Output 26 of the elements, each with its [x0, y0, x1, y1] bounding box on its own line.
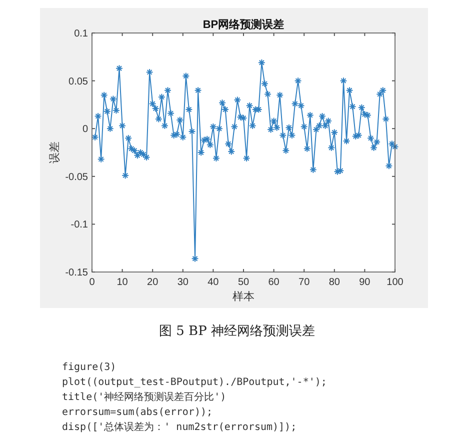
- y-tick-label: 0: [82, 124, 88, 136]
- x-tick-label: 80: [328, 277, 340, 288]
- y-axis-title: 误差: [49, 142, 61, 164]
- x-tick-label: 20: [147, 277, 159, 288]
- chart-title: BP网络预测误差: [202, 18, 284, 31]
- y-tick-label: -0.15: [65, 268, 88, 278]
- caption: 图 5 BP 神经网络预测误差: [159, 324, 315, 339]
- text: title('神经网络预测误差百分比'): [62, 391, 226, 403]
- text: figure(3): [62, 362, 116, 373]
- text: plot((output_test-BPoutput)./BPoutput,'-*');: [62, 377, 327, 388]
- x-tick-label: 40: [208, 277, 220, 288]
- x-tick-label: 10: [116, 277, 128, 288]
- x-tick-label: 70: [298, 277, 310, 288]
- x-axis-title: 样本: [232, 290, 254, 303]
- y-tick-label: -0.05: [65, 172, 88, 183]
- x-tick-label: 0: [89, 277, 96, 288]
- x-tick-label: 50: [238, 277, 250, 288]
- text: disp(['总体误差为：' num2str(errorsum)]);: [62, 421, 297, 433]
- y-tick-label: 0.1: [74, 28, 88, 40]
- y-tick-label: -0.1: [70, 220, 88, 231]
- text: errorsum=sum(abs(error));: [62, 407, 213, 418]
- x-tick-label: 60: [268, 277, 280, 288]
- x-tick-label: 100: [386, 277, 404, 288]
- x-tick-label: 30: [177, 277, 189, 288]
- x-tick-label: 90: [359, 277, 371, 288]
- y-tick-label: 0.05: [68, 76, 88, 88]
